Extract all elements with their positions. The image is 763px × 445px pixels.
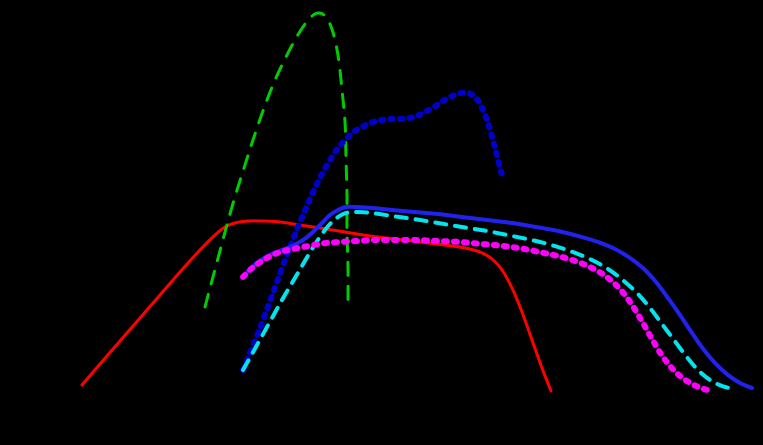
series-magenta-dotted [240,236,711,393]
series-blue-solid [241,204,754,390]
series-red-solid [80,219,553,393]
series-layer [80,11,754,393]
series-green-dashed [203,11,350,309]
series-cyan-dashed [241,210,736,391]
